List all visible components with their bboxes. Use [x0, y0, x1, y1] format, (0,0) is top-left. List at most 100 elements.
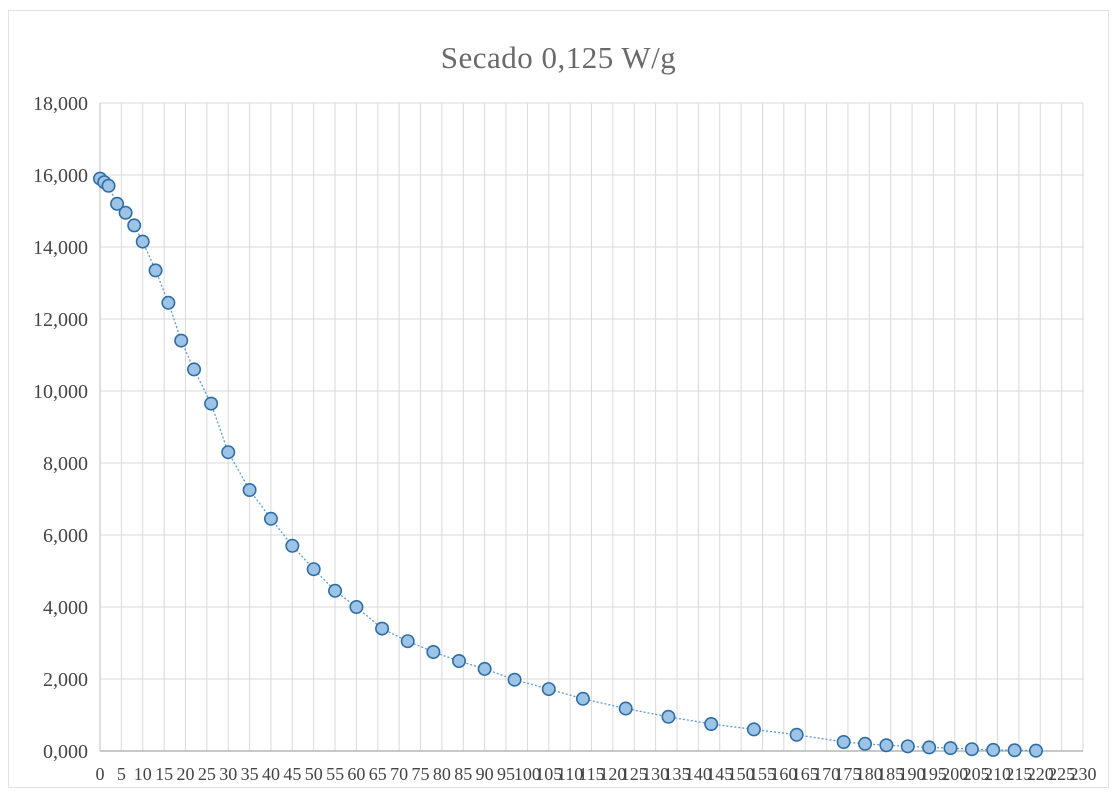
- x-tick-label: 200: [941, 764, 968, 784]
- data-point: [375, 621, 390, 636]
- data-point: [161, 295, 176, 310]
- x-tick-label: 170: [813, 764, 840, 784]
- x-tick-label: 55: [326, 764, 344, 784]
- x-tick-label: 220: [1027, 764, 1054, 784]
- trend-line-layer: [99, 178, 1037, 752]
- x-tick-label: 140: [685, 764, 712, 784]
- data-point: [328, 583, 343, 598]
- x-tick-label: 205: [963, 764, 990, 784]
- axis-layer: [99, 103, 1083, 752]
- y-tick-label: 10,000: [33, 381, 88, 403]
- y-tick-label: 0,000: [43, 741, 88, 763]
- data-point: [263, 511, 278, 526]
- data-point: [661, 709, 676, 724]
- y-tick-label: 12,000: [33, 309, 88, 331]
- x-tick-label: 125: [621, 764, 648, 784]
- data-point: [426, 644, 441, 659]
- data-point: [922, 740, 937, 755]
- x-tick-labels: 0 5 10 15 20 25 30 35 40 45 50 55 60 65 70 75 80 85 90 9510…: [96, 764, 1097, 784]
- data-point: [127, 218, 142, 233]
- y-tick-label: 16,000: [33, 165, 88, 187]
- x-tick-label: 185: [877, 764, 904, 784]
- x-tick-label: 0: [96, 764, 105, 784]
- data-point: [221, 445, 236, 460]
- x-tick-label: 115: [578, 764, 604, 784]
- x-tick-label: 95: [497, 764, 515, 784]
- data-point: [135, 234, 150, 249]
- x-tick-label: 35: [241, 764, 259, 784]
- y-tick-label: 14,000: [33, 237, 88, 259]
- series-trend-line: [99, 178, 1037, 752]
- data-point: [452, 653, 467, 668]
- data-point: [400, 634, 415, 649]
- x-tick-label: 90: [476, 764, 494, 784]
- data-point: [187, 362, 202, 377]
- x-tick-label: 145: [706, 764, 733, 784]
- data-point: [477, 661, 492, 676]
- y-tick-label: 8,000: [43, 453, 88, 475]
- x-tick-label: 215: [1005, 764, 1032, 784]
- data-point: [858, 736, 873, 751]
- y-tick-label: 4,000: [43, 597, 88, 619]
- x-tick-label: 150: [728, 764, 755, 784]
- x-tick-label: 80: [433, 764, 451, 784]
- data-point: [101, 178, 116, 193]
- x-tick-label: 180: [856, 764, 883, 784]
- x-tick-label: 230: [1070, 764, 1097, 784]
- x-tick-label: 85: [454, 764, 472, 784]
- chart-frame: [8, 10, 1109, 788]
- x-tick-label: 75: [412, 764, 430, 784]
- x-tick-label: 210: [984, 764, 1011, 784]
- grid-layer: [99, 102, 1084, 752]
- data-point: [306, 562, 321, 577]
- data-point: [349, 599, 364, 614]
- data-point: [900, 739, 915, 754]
- data-point: [118, 205, 133, 220]
- data-point: [789, 727, 804, 742]
- data-point: [1028, 743, 1043, 758]
- x-tick-label: 155: [749, 764, 776, 784]
- x-tick-label: 130: [642, 764, 669, 784]
- data-point: [964, 742, 979, 757]
- x-tick-label: 30: [219, 764, 237, 784]
- x-tick-label: 25: [198, 764, 216, 784]
- x-tick-label: 40: [262, 764, 280, 784]
- data-point: [986, 742, 1001, 757]
- x-tick-label: 45: [283, 764, 301, 784]
- x-tick-label: 160: [770, 764, 797, 784]
- x-tick-label: 15: [155, 764, 173, 784]
- data-point: [879, 738, 894, 753]
- x-tick-label: 120: [599, 764, 626, 784]
- x-tick-label: 65: [369, 764, 387, 784]
- x-tick-label: 60: [347, 764, 365, 784]
- x-tick-label: 225: [1048, 764, 1075, 784]
- data-point: [148, 263, 163, 278]
- data-point: [704, 716, 719, 731]
- data-point: [110, 196, 125, 211]
- x-tick-label: 100: [514, 764, 541, 784]
- x-tick-label: 50: [305, 764, 323, 784]
- data-point: [575, 691, 590, 706]
- data-point: [285, 538, 300, 553]
- x-tick-label: 20: [176, 764, 194, 784]
- data-point: [618, 701, 633, 716]
- x-tick-label: 5: [117, 764, 126, 784]
- x-tick-label: 70: [390, 764, 408, 784]
- x-tick-label: 175: [834, 764, 861, 784]
- data-point: [1007, 743, 1022, 758]
- y-tick-label: 6,000: [43, 525, 88, 547]
- data-point: [836, 734, 851, 749]
- x-tick-label: 190: [899, 764, 926, 784]
- x-tick-label: 10: [134, 764, 152, 784]
- x-tick-label: 195: [920, 764, 947, 784]
- data-points-layer: [93, 171, 1043, 758]
- data-point: [507, 672, 522, 687]
- x-tick-label: 105: [535, 764, 562, 784]
- y-tick-label: 18,000: [33, 93, 88, 115]
- chart-title: Secado 0,125 W/g: [440, 40, 677, 75]
- data-point: [541, 682, 556, 697]
- x-tick-label: 165: [792, 764, 819, 784]
- y-tick-labels: 0,000 2,000 4,000 6,000 8,000 10,000 12,000 14,…: [33, 93, 88, 763]
- data-point: [746, 722, 761, 737]
